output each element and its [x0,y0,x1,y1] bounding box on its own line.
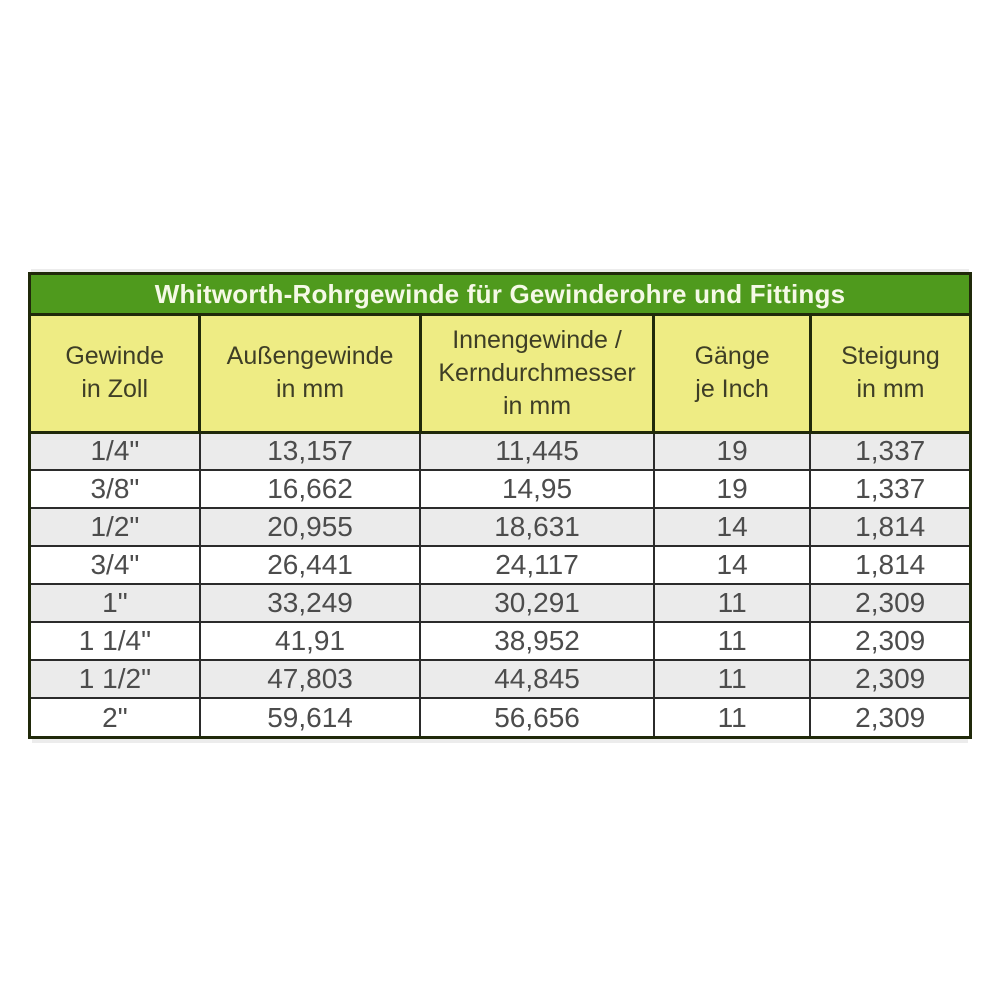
table-cell: 1 1/4" [31,621,201,661]
table-cell: 11,445 [419,432,655,471]
table-cell: 26,441 [198,545,422,585]
table-cell: 14,95 [419,469,655,509]
table-cell: 2,309 [809,659,969,699]
column-header-gaenge-je-inch: Gänge je Inch [652,316,812,434]
table-cell: 14 [652,507,812,547]
table-cell: 11 [652,583,812,623]
table-cell: 1,337 [809,469,969,509]
table-row: 1/2" 20,955 18,631 14 1,814 [31,507,969,547]
table-cell: 2,309 [809,621,969,661]
table-cell: 1 1/2" [31,659,201,699]
table-cell: 47,803 [198,659,422,699]
table-row: 2" 59,614 56,656 11 2,309 [31,697,969,736]
table-title: Whitworth-Rohrgewinde für Gewinderohre u… [31,275,969,316]
header-row: Gewinde in Zoll Außengewinde in mm Innen… [31,316,969,434]
table-cell: 2,309 [809,583,969,623]
table-cell: 44,845 [419,659,655,699]
table-cell: 11 [652,621,812,661]
table-cell: 41,91 [198,621,422,661]
column-header-innengewinde-kerndurchmesser-mm: Innengewinde / Kerndurchmesser in mm [418,316,656,434]
table-cell: 56,656 [419,697,655,736]
table-cell: 24,117 [419,545,655,585]
column-header-aussengewinde-mm: Außengewinde in mm [198,316,422,434]
table-cell: 11 [652,697,812,736]
thread-dimensions-table: Gewinde in Zoll Außengewinde in mm Innen… [31,316,969,736]
table-cell: 1,337 [809,432,969,471]
table-row: 3/4" 26,441 24,117 14 1,814 [31,545,969,585]
table-cell: 1" [31,583,201,623]
table-cell: 1,814 [809,545,969,585]
table-cell: 1/2" [31,507,201,547]
table-cell: 14 [652,545,812,585]
table-cell: 3/8" [31,469,201,509]
table-cell: 30,291 [419,583,655,623]
table-cell: 20,955 [198,507,422,547]
table-cell: 1,814 [809,507,969,547]
table-cell: 16,662 [198,469,422,509]
column-header-gewinde-in-zoll: Gewinde in Zoll [31,316,202,434]
table-row: 1 1/4" 41,91 38,952 11 2,309 [31,621,969,661]
table-cell: 19 [652,469,812,509]
table-cell: 11 [652,659,812,699]
table-cell: 18,631 [419,507,655,547]
table-cell: 13,157 [198,432,422,471]
table-cell: 2,309 [809,697,969,736]
table-cell: 33,249 [198,583,422,623]
table-cell: 59,614 [198,697,422,736]
table-row: 1 1/2" 47,803 44,845 11 2,309 [31,659,969,699]
table-row: 1" 33,249 30,291 11 2,309 [31,583,969,623]
table-cell: 3/4" [31,545,201,585]
table-cell: 19 [652,432,812,471]
table-row: 1/4" 13,157 11,445 19 1,337 [31,432,969,471]
table-cell: 38,952 [419,621,655,661]
table-cell: 1/4" [31,432,201,471]
whitworth-thread-table: Whitworth-Rohrgewinde für Gewinderohre u… [28,272,972,739]
table-row: 3/8" 16,662 14,95 19 1,337 [31,469,969,509]
column-header-steigung-mm: Steigung in mm [808,316,969,434]
table-cell: 2" [31,697,201,736]
